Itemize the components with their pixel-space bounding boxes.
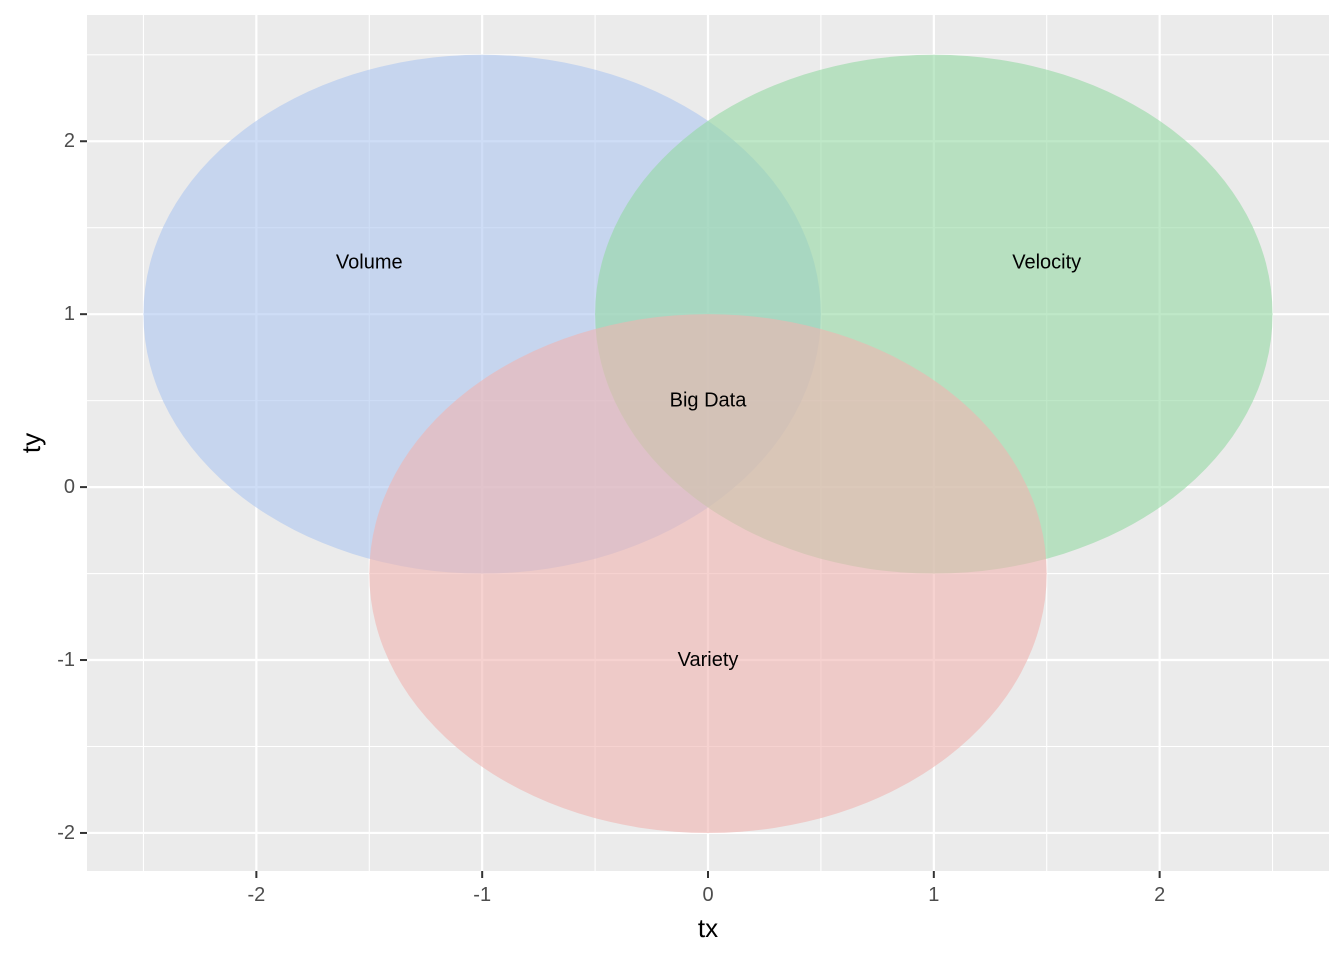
y-tick-label: 1 xyxy=(64,303,75,325)
center-label: Big Data xyxy=(670,390,748,412)
x-tick-label: 2 xyxy=(1154,884,1165,906)
x-axis: -2 -1 0 1 2 xyxy=(247,871,1165,906)
y-tick-label: -2 xyxy=(57,822,75,844)
x-tick-label: -1 xyxy=(473,884,491,906)
y-axis: -2 -1 0 1 2 xyxy=(57,130,87,844)
set-labels: Volume Velocity Variety Big Data xyxy=(336,251,1081,671)
y-axis-title: ty xyxy=(16,433,46,453)
set-circles xyxy=(143,54,1273,833)
y-tick-label: 0 xyxy=(64,476,75,498)
set-circle-variety xyxy=(369,314,1047,833)
x-tick-label: 1 xyxy=(928,884,939,906)
x-tick-label: 0 xyxy=(702,884,713,906)
y-tick-label: -1 xyxy=(57,649,75,671)
x-tick-label: -2 xyxy=(247,884,265,906)
x-axis-title: tx xyxy=(698,913,718,943)
set-label-volume: Volume xyxy=(336,251,403,273)
set-label-velocity: Velocity xyxy=(1012,251,1081,273)
y-tick-label: 2 xyxy=(64,130,75,152)
set-label-variety: Variety xyxy=(678,649,739,671)
